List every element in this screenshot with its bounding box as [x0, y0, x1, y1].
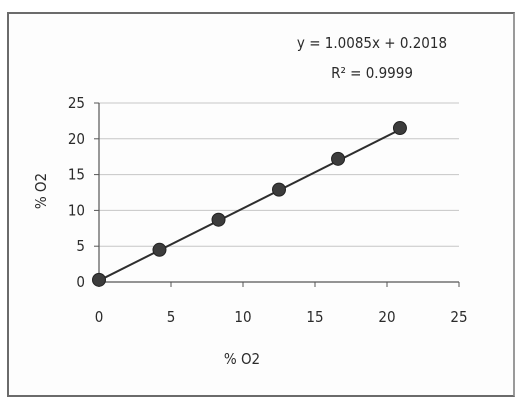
- x-tick-label: 20: [378, 308, 395, 326]
- trendline-layer: [98, 128, 401, 282]
- x-tick-label: 15: [306, 308, 323, 326]
- x-tick-label: 5: [167, 308, 176, 326]
- trendline: [98, 128, 401, 282]
- data-point: [331, 151, 346, 166]
- x-tick-label: 10: [234, 308, 251, 326]
- chart-frame: [7, 12, 515, 397]
- r-squared-label: R² = 0.9999: [331, 64, 413, 82]
- x-tick-label: 25: [450, 308, 467, 326]
- y-tick-label: 10: [68, 201, 85, 219]
- x-tick-label: 0: [95, 308, 104, 326]
- data-points: [92, 121, 407, 287]
- trendline-equation: y = 1.0085x + 0.2018: [297, 34, 447, 52]
- y-tick-label: 15: [68, 166, 85, 184]
- data-point: [272, 182, 286, 197]
- data-point: [392, 121, 407, 136]
- y-tick-label: 5: [76, 237, 85, 255]
- data-point: [92, 272, 106, 287]
- data-point: [152, 242, 167, 257]
- data-point: [211, 212, 226, 227]
- y-tick-label: 20: [68, 130, 85, 148]
- axes: [94, 102, 460, 287]
- tick-labels: 0 5 10 15 20 25 0 5 10 15 20 25: [68, 94, 468, 326]
- x-axis-title: % O2: [224, 350, 260, 368]
- y-tick-label: 25: [68, 94, 85, 112]
- y-axis-title: % O2: [32, 173, 50, 209]
- y-tick-label: 0: [76, 273, 85, 291]
